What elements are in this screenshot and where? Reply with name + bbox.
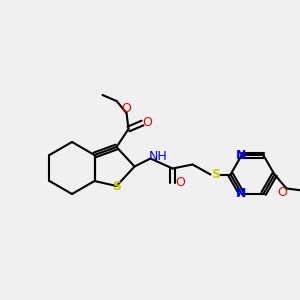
Text: S: S xyxy=(211,168,220,181)
Text: O: O xyxy=(278,186,287,199)
Text: O: O xyxy=(122,103,131,116)
Text: NH: NH xyxy=(149,150,168,163)
Text: O: O xyxy=(176,176,185,189)
Text: O: O xyxy=(142,116,152,130)
Text: N: N xyxy=(236,187,247,200)
Text: S: S xyxy=(112,179,121,193)
Text: N: N xyxy=(236,149,247,162)
